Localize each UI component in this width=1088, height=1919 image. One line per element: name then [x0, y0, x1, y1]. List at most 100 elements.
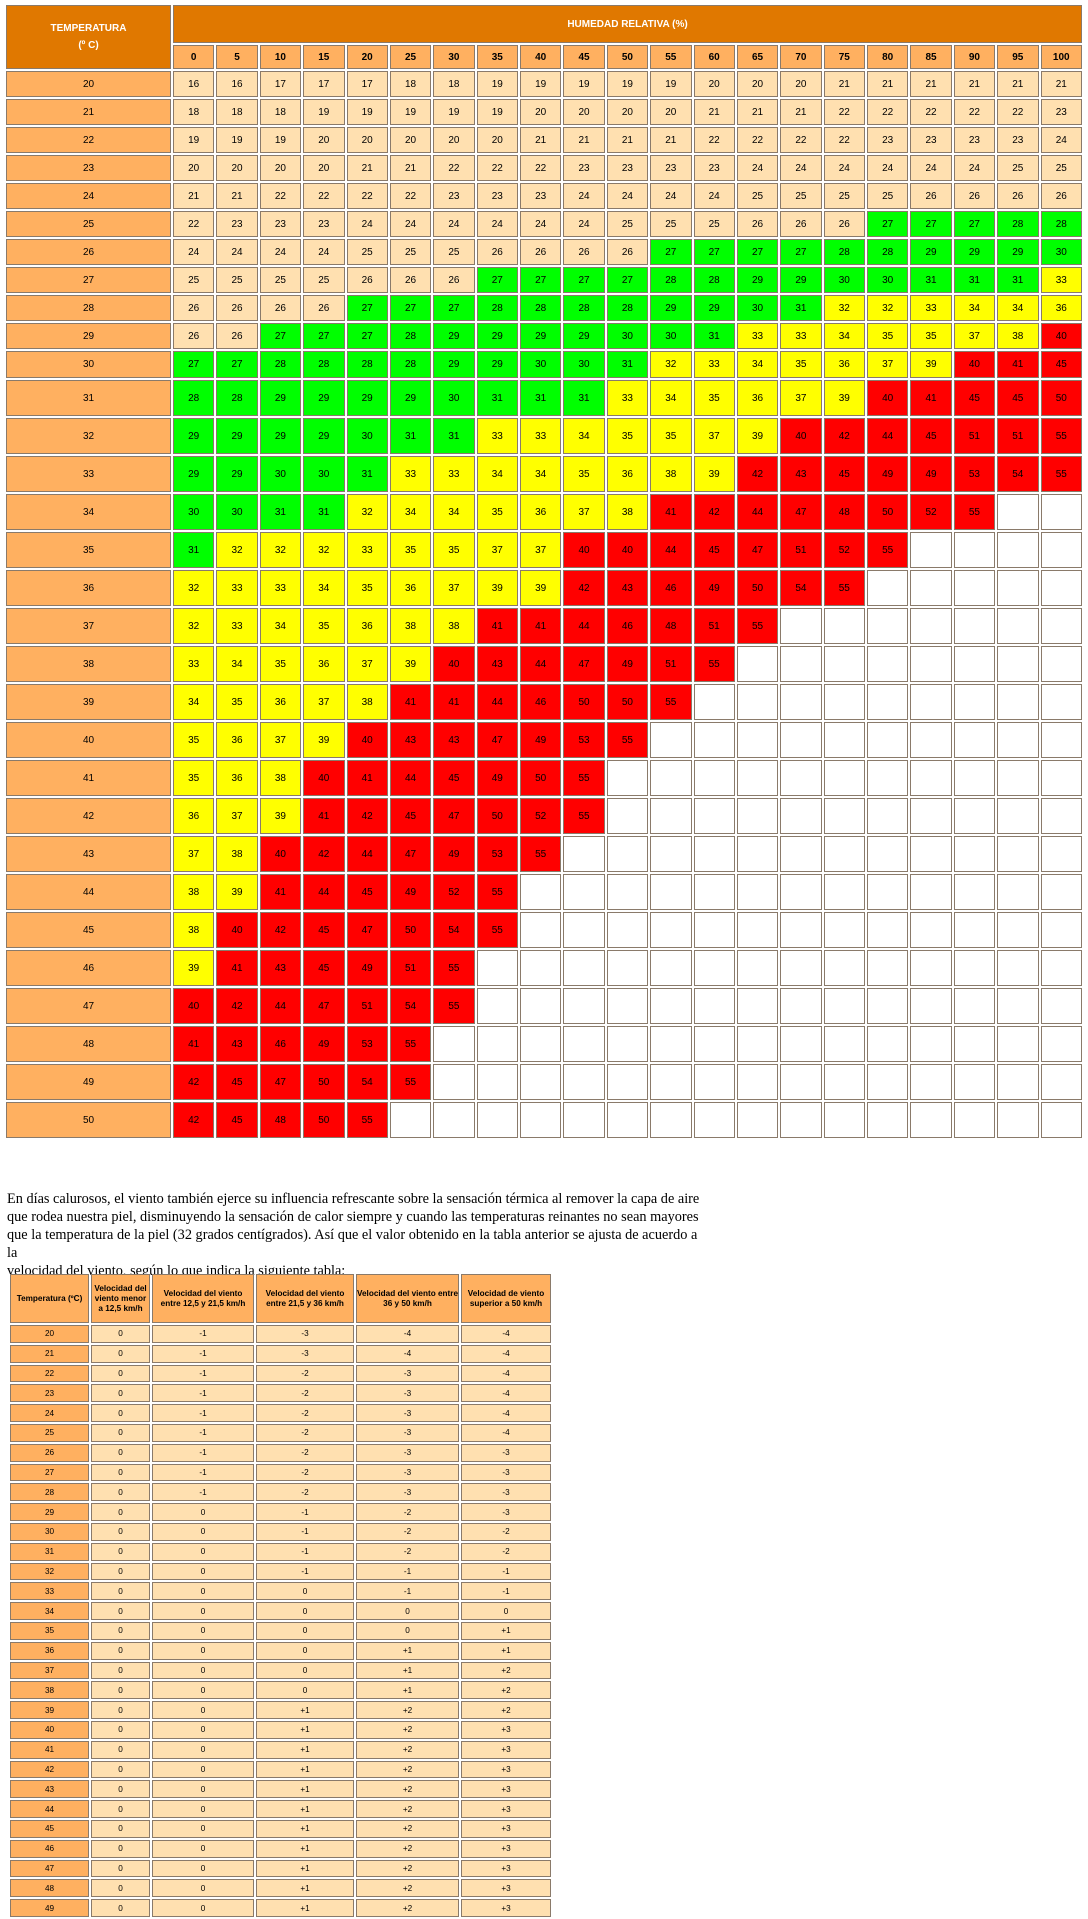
heat-index-cell: 25 [780, 183, 822, 209]
heat-index-cell: 26 [823, 211, 865, 237]
heat-index-cell [997, 684, 1039, 720]
temperature-cell: 32 [6, 418, 171, 454]
heat-index-cell: 27 [389, 295, 432, 321]
table-row: 45 38 40 42 45 47 50 54 55 [6, 912, 1082, 948]
table-row: 21 18 18 18 19 19 19 19 19 20 20 20 20 21 21 21 22 22 22 22… [6, 99, 1082, 125]
heat-index-cell [953, 760, 996, 796]
wind-adjustment-cell: -1 [152, 1483, 254, 1502]
heat-index-cell: 42 [173, 1064, 215, 1100]
heat-index-cell [693, 874, 735, 910]
heat-index-cell: 23 [867, 127, 909, 153]
heat-index-cell: 44 [563, 608, 605, 644]
heat-index-cell: 45 [910, 418, 952, 454]
heat-index-cell: 36 [1040, 295, 1082, 321]
heat-index-cell: 29 [693, 295, 735, 321]
wind-temperature-cell: 44 [10, 1800, 89, 1818]
wind-adjustment-cell: 0 [152, 1522, 254, 1541]
heat-index-cell: 16 [216, 71, 258, 97]
wind-adjustment-cell: +1 [256, 1701, 354, 1719]
heat-index-cell: 28 [259, 351, 302, 378]
heat-index-cell: 24 [173, 239, 215, 265]
table-row: 37 0 0 0 +1 +2 [10, 1661, 551, 1680]
heat-index-cell: 23 [997, 127, 1039, 153]
heat-index-cell: 55 [606, 722, 649, 758]
heat-index-cell: 45 [389, 798, 432, 834]
heat-index-cell [867, 570, 909, 606]
heat-index-cell: 29 [216, 456, 258, 492]
temperature-cell: 29 [6, 323, 171, 349]
wind-adjustment-cell: 0 [91, 1404, 150, 1422]
heat-index-cell: 51 [693, 608, 735, 644]
heat-index-cell: 24 [520, 211, 562, 237]
heat-index-cell [1040, 1102, 1082, 1138]
heat-index-cell [563, 950, 605, 986]
heat-index-cell: 21 [953, 71, 996, 97]
wind-adjustment-cell: 0 [91, 1661, 150, 1680]
heat-index-cell: 21 [650, 127, 692, 153]
heat-index-cell [520, 950, 562, 986]
table-row: 26 0 -1 -2 -3 -3 [10, 1443, 551, 1462]
heat-index-cell [953, 836, 996, 872]
wind-adjustment-cell: +1 [461, 1641, 551, 1660]
heat-index-cell: 39 [173, 950, 215, 986]
heat-index-cell [997, 532, 1039, 568]
heat-index-cell: 21 [216, 183, 258, 209]
wind-temperature-cell: 34 [10, 1602, 89, 1620]
heat-index-cell: 42 [823, 418, 865, 454]
heat-index-cell: 35 [216, 684, 258, 720]
heat-index-cell: 21 [346, 155, 388, 181]
heat-index-cell: 33 [693, 351, 735, 378]
heat-index-cell: 20 [606, 99, 649, 125]
heat-index-cell [910, 912, 952, 948]
heat-index-cell: 30 [1040, 239, 1082, 265]
heat-index-cell: 33 [259, 570, 302, 606]
heat-index-cell: 19 [563, 71, 605, 97]
heat-index-cell: 24 [216, 239, 258, 265]
heat-index-cell [910, 798, 952, 834]
heat-index-cell [997, 836, 1039, 872]
heat-index-cell: 30 [520, 351, 562, 378]
heat-index-cell: 30 [650, 323, 692, 349]
heat-index-cell: 36 [520, 494, 562, 530]
heat-index-cell: 37 [867, 351, 909, 378]
table-row: 23 0 -1 -2 -3 -4 [10, 1384, 551, 1403]
table-row: 40 0 0 +1 +2 +3 [10, 1720, 551, 1739]
wind-adjustment-cell: -2 [356, 1542, 459, 1561]
heat-index-cell: 27 [216, 351, 258, 378]
heat-index-cell: 30 [346, 418, 388, 454]
heat-index-cell [953, 570, 996, 606]
heat-index-cell: 19 [650, 71, 692, 97]
heat-index-cell: 33 [1040, 267, 1082, 293]
heat-index-cell: 55 [563, 798, 605, 834]
heat-index-cell: 31 [346, 456, 388, 492]
heat-index-cell: 29 [997, 239, 1039, 265]
wind-temperature-cell: 40 [10, 1720, 89, 1739]
heat-index-cell [1040, 646, 1082, 682]
wind-adjustment-cell: +1 [256, 1800, 354, 1818]
heat-index-cell [1040, 1026, 1082, 1062]
table-row: 34 0 0 0 0 0 [10, 1602, 551, 1620]
wind-adjustment-cell: 0 [91, 1602, 150, 1620]
heat-index-cell: 50 [867, 494, 909, 530]
heat-index-cell: 46 [259, 1026, 302, 1062]
heat-index-cell: 21 [693, 99, 735, 125]
temperature-cell: 34 [6, 494, 171, 530]
temperature-cell: 28 [6, 295, 171, 321]
heat-index-cell: 55 [476, 874, 518, 910]
humidity-70-header: 70 [780, 45, 822, 69]
wind-temperature-cell: 20 [10, 1325, 89, 1343]
humidity-40-header: 40 [520, 45, 562, 69]
heat-index-cell: 38 [216, 836, 258, 872]
heat-index-cell: 35 [563, 456, 605, 492]
table-row: 45 0 0 +1 +2 +3 [10, 1819, 551, 1838]
heat-index-cell: 34 [953, 295, 996, 321]
heat-index-cell: 28 [563, 295, 605, 321]
wind-adjustment-cell: -3 [356, 1423, 459, 1442]
heat-index-cell: 55 [433, 950, 475, 986]
heat-index-cell: 40 [953, 351, 996, 378]
heat-index-cell [780, 798, 822, 834]
heat-index-cell [823, 722, 865, 758]
heat-index-cell [997, 798, 1039, 834]
heat-index-cell: 29 [476, 323, 518, 349]
wind-adjustment-cell: -3 [461, 1463, 551, 1482]
